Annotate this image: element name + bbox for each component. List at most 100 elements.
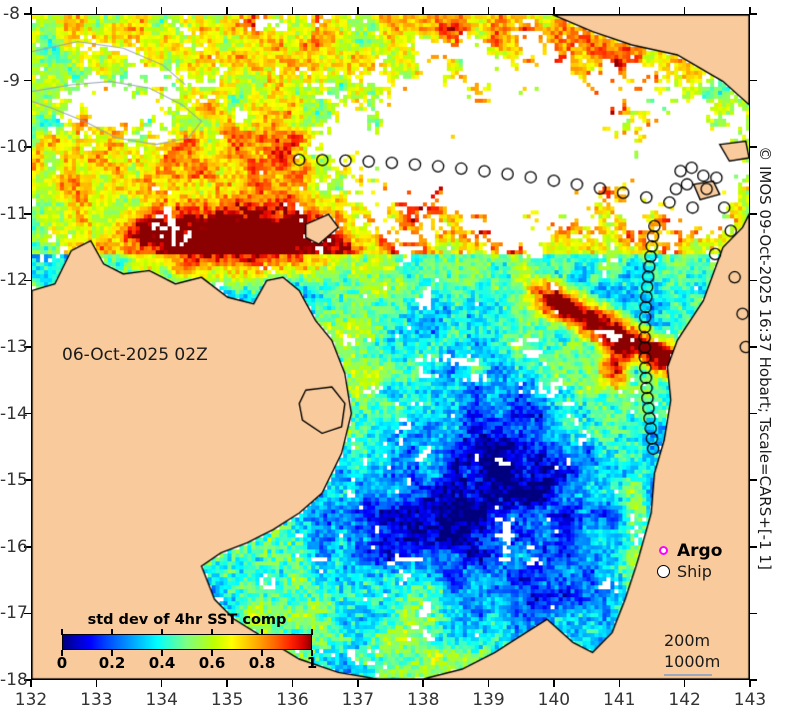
x-axis-tick-label: 135 <box>210 690 244 710</box>
colorbar-tick <box>261 650 263 656</box>
x-axis-tick <box>226 680 228 687</box>
y-axis-tick <box>750 412 757 415</box>
depth-label-200m: 200m <box>664 631 711 650</box>
y-axis-tick <box>750 346 757 348</box>
y-axis-tick <box>24 679 31 681</box>
colorbar-tick-label: 0.2 <box>98 654 126 672</box>
colorbar-title: std dev of 4hr SST comp <box>87 612 287 628</box>
y-axis-tick <box>24 612 31 615</box>
x-axis-tick <box>30 7 32 14</box>
y-axis-tick-label: -17 <box>0 603 28 624</box>
x-axis-tick <box>422 680 424 687</box>
depth-contour-sample-line <box>664 674 712 676</box>
x-axis-tick <box>422 7 424 14</box>
x-axis-tick-label: 136 <box>276 690 309 710</box>
colorbar-tick <box>61 650 63 656</box>
x-axis-tick-label: 132 <box>14 690 48 710</box>
y-axis-tick-label: -14 <box>0 403 28 424</box>
colorbar-tick <box>211 650 213 656</box>
y-axis-tick-label: -12 <box>0 270 28 291</box>
y-axis-tick <box>750 146 757 148</box>
y-axis-tick <box>750 679 757 681</box>
y-axis-tick <box>750 546 757 548</box>
colorbar-tick-label: 0 <box>56 654 68 672</box>
ship-marker-icon <box>657 565 670 578</box>
colorbar-tick <box>111 629 113 635</box>
y-axis-tick <box>24 412 31 415</box>
y-axis-tick <box>750 213 757 215</box>
x-axis-tick-label: 141 <box>603 690 636 710</box>
x-axis-tick-label: 138 <box>406 690 440 710</box>
y-axis-tick-label: -15 <box>0 470 28 491</box>
y-axis-tick <box>750 279 757 282</box>
y-axis-tick-label: -13 <box>0 337 28 357</box>
colorbar: std dev of 4hr SST comp 0 0.2 0.4 0.6 0.8 1 <box>56 612 318 674</box>
x-axis-tick-label: 143 <box>733 690 767 710</box>
colorbar-tick <box>61 629 63 635</box>
y-axis-tick-label: -11 <box>0 203 28 224</box>
legend-item-argo: Argo <box>655 540 722 561</box>
colorbar-tick <box>311 650 313 656</box>
y-axis-tick <box>750 79 757 82</box>
x-axis-tick <box>30 680 32 687</box>
sst-std-dev-heatmap <box>32 15 749 679</box>
colorbar-tick <box>261 629 263 635</box>
x-axis-tick <box>160 7 163 14</box>
colorbar-gradient <box>62 634 312 650</box>
y-axis-tick <box>750 612 757 615</box>
x-axis-tick-label: 133 <box>80 690 113 710</box>
x-axis-tick <box>357 7 359 14</box>
y-axis-tick <box>24 146 31 148</box>
y-axis-tick-label: -9 <box>3 70 20 91</box>
x-axis-tick <box>487 7 490 14</box>
depth-contour-key: 200m 1000m <box>664 630 720 676</box>
x-axis-tick-label: 137 <box>341 690 375 710</box>
x-axis-tick <box>618 680 621 687</box>
y-axis-tick <box>24 213 31 215</box>
y-axis-tick <box>750 479 757 481</box>
y-axis-tick <box>24 279 31 282</box>
map-plot-area <box>31 14 750 680</box>
x-axis-tick <box>487 680 490 687</box>
y-axis-tick-label: -8 <box>3 4 20 24</box>
colorbar-tick <box>161 629 163 635</box>
y-axis-tick <box>24 546 31 548</box>
x-axis-tick <box>749 680 751 687</box>
date-annotation: 06-Oct-2025 02Z <box>62 345 208 365</box>
x-axis-tick <box>95 7 98 14</box>
x-axis-tick <box>226 7 228 14</box>
x-axis-tick-label: 140 <box>537 690 571 710</box>
y-axis-tick <box>24 79 31 82</box>
depth-label-1000m: 1000m <box>664 652 721 671</box>
colorbar-tick <box>311 629 313 635</box>
x-axis-tick <box>357 680 359 687</box>
y-axis-tick <box>24 13 31 15</box>
x-axis-tick <box>291 680 294 687</box>
colorbar-tick-label: 1 <box>306 654 318 672</box>
colorbar-tick-label: 0.8 <box>248 654 276 672</box>
x-axis-tick <box>553 680 555 687</box>
x-axis-tick-label: 134 <box>145 690 178 710</box>
x-axis-tick <box>95 680 98 687</box>
colorbar-tick <box>161 650 163 656</box>
copyright-credit: © IMOS 09-Oct-2025 16:37 Hobart; Tscale=… <box>756 146 774 570</box>
colorbar-tick-label: 0.6 <box>198 654 226 672</box>
argo-marker-icon <box>659 546 668 555</box>
y-axis-tick-label: -10 <box>0 137 28 158</box>
y-axis-tick <box>24 479 31 481</box>
colorbar-tick <box>211 629 213 635</box>
x-axis-tick-label: 142 <box>668 690 701 710</box>
x-axis-tick <box>291 7 294 14</box>
y-axis-tick <box>24 346 31 348</box>
y-axis-tick <box>750 13 757 15</box>
x-axis-tick-label: 139 <box>472 690 505 710</box>
platform-legend: Argo Ship <box>655 540 722 582</box>
x-axis-tick <box>683 7 686 14</box>
x-axis-tick <box>683 680 686 687</box>
legend-label-argo: Argo <box>677 540 723 561</box>
colorbar-tick <box>111 650 113 656</box>
x-axis-tick <box>553 7 555 14</box>
x-axis-tick <box>618 7 621 14</box>
legend-item-ship: Ship <box>655 561 722 582</box>
